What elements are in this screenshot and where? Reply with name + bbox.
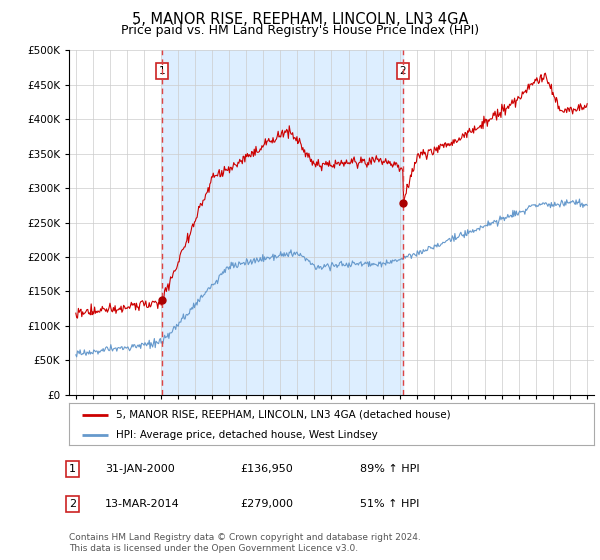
Text: Price paid vs. HM Land Registry's House Price Index (HPI): Price paid vs. HM Land Registry's House … [121,24,479,36]
Text: 5, MANOR RISE, REEPHAM, LINCOLN, LN3 4GA (detached house): 5, MANOR RISE, REEPHAM, LINCOLN, LN3 4GA… [116,410,451,420]
Bar [163,50,403,395]
Text: 2: 2 [69,499,76,509]
Text: 89% ↑ HPI: 89% ↑ HPI [360,464,419,474]
Text: Contains HM Land Registry data © Crown copyright and database right 2024.
This d: Contains HM Land Registry data © Crown c… [69,533,421,553]
Text: 1: 1 [159,66,166,76]
Text: 13-MAR-2014: 13-MAR-2014 [105,499,180,509]
Text: HPI: Average price, detached house, West Lindsey: HPI: Average price, detached house, West… [116,430,378,440]
Text: 51% ↑ HPI: 51% ↑ HPI [360,499,419,509]
Text: £136,950: £136,950 [240,464,293,474]
Text: 5, MANOR RISE, REEPHAM, LINCOLN, LN3 4GA: 5, MANOR RISE, REEPHAM, LINCOLN, LN3 4GA [132,12,468,27]
Text: 2: 2 [400,66,406,76]
Text: 31-JAN-2000: 31-JAN-2000 [105,464,175,474]
Text: 1: 1 [69,464,76,474]
Text: £279,000: £279,000 [240,499,293,509]
